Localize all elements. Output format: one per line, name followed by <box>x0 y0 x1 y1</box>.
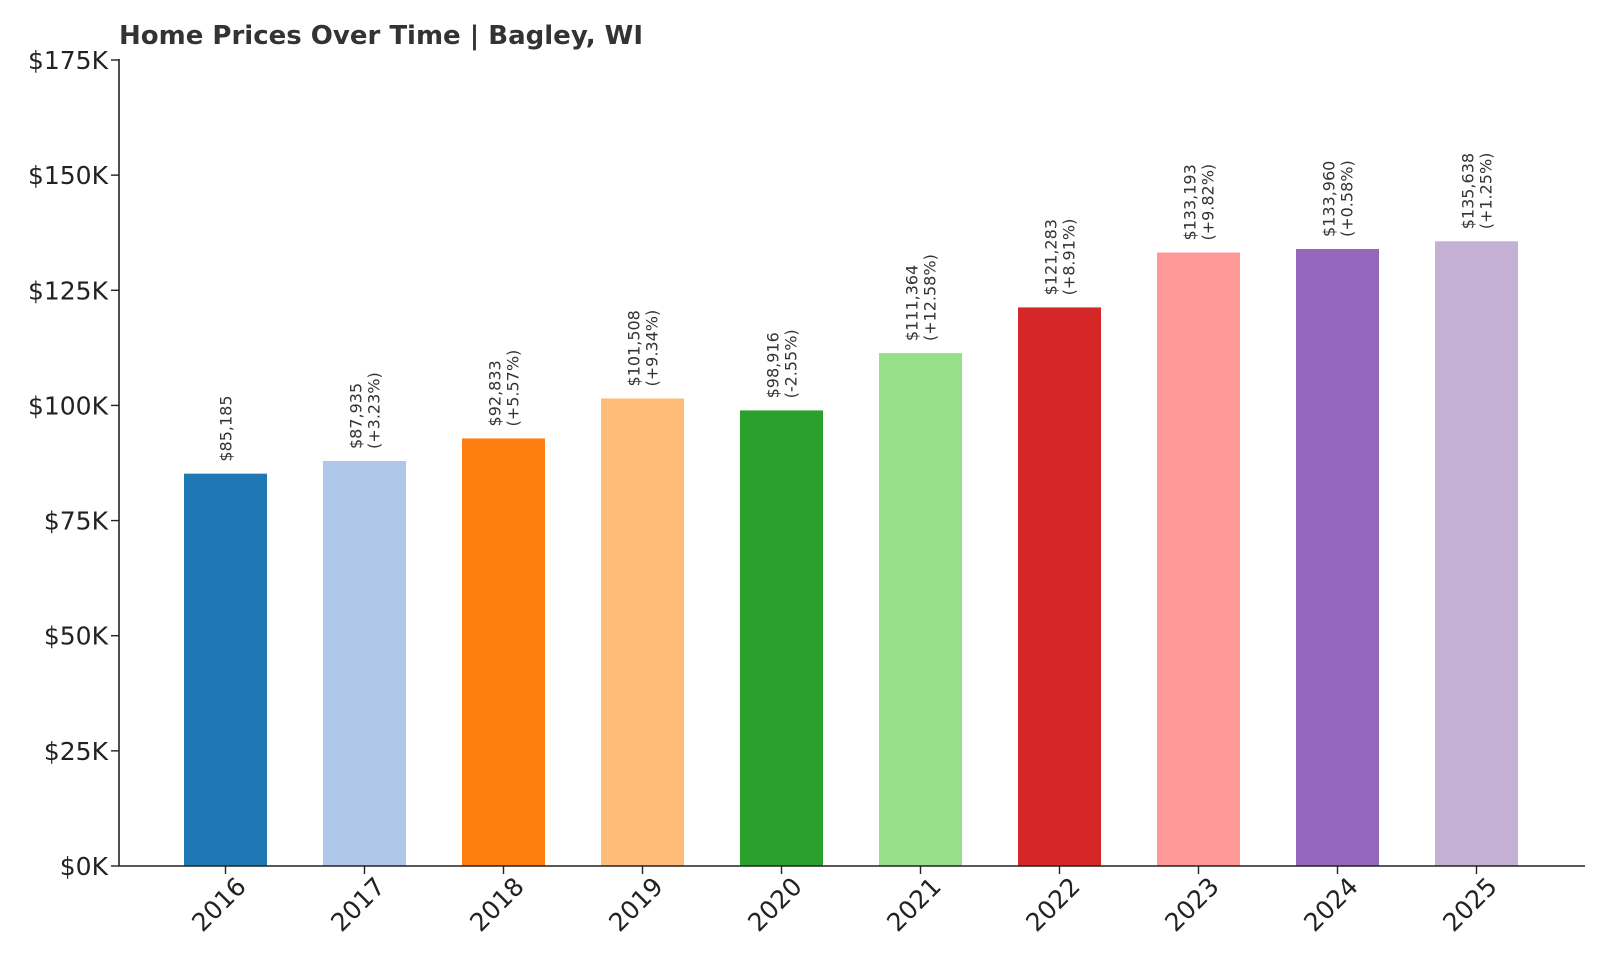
data-label-change: (+0.58%) <box>1338 160 1357 237</box>
data-label-value: $133,193 <box>1181 164 1200 240</box>
x-tick-label: 2020 <box>742 872 807 937</box>
y-tick-label: $175K <box>28 46 109 75</box>
x-tick-label: 2022 <box>1020 872 1085 937</box>
bar-2024 <box>1296 249 1379 867</box>
data-label-value: $87,935 <box>347 383 366 449</box>
x-tick-label: 2023 <box>1159 872 1224 937</box>
x-tick-label: 2017 <box>325 872 390 937</box>
bar-2022 <box>1018 307 1101 866</box>
x-tick-label: 2016 <box>186 872 251 937</box>
chart-title: Home Prices Over Time | Bagley, WI <box>119 21 643 51</box>
bar-2020 <box>740 410 823 866</box>
bar-2025 <box>1435 241 1518 866</box>
x-tick-label: 2018 <box>464 872 529 937</box>
y-tick-label: $50K <box>44 622 109 651</box>
data-label-change: (+5.57%) <box>504 350 523 427</box>
data-label-value: $92,833 <box>486 360 505 426</box>
data-label-change: (+12.58%) <box>921 254 940 341</box>
data-label-value: $98,916 <box>764 332 783 398</box>
x-axis: 2016 2017 2018 2019 2020 2021 2022 2023 2024 2025 <box>119 865 1585 937</box>
data-label-change: (-2.55%) <box>782 329 801 398</box>
data-labels: $85,185 $87,935 (+3.23%) $92,833 (+5.57%) $10… <box>217 153 1496 462</box>
y-tick-label: $25K <box>44 737 109 766</box>
data-label-value: $135,638 <box>1459 153 1478 229</box>
bar-2021 <box>879 353 962 866</box>
bars <box>184 241 1518 867</box>
data-label-value: $133,960 <box>1320 161 1339 237</box>
x-tick-label: 2024 <box>1298 872 1363 937</box>
bar-2016 <box>184 473 267 866</box>
data-label-change: (+3.23%) <box>365 372 384 449</box>
data-label-value: $111,364 <box>903 265 922 341</box>
bar-2018 <box>462 438 545 866</box>
x-tick-label: 2021 <box>881 872 946 937</box>
y-tick-label: $100K <box>28 391 109 420</box>
data-label-change: (+9.82%) <box>1199 164 1218 241</box>
x-tick-label: 2019 <box>603 872 668 937</box>
x-tick-label: 2025 <box>1437 872 1502 937</box>
data-label-value: $121,283 <box>1042 219 1061 295</box>
y-tick-label: $0K <box>60 852 109 881</box>
bar-2019 <box>601 398 684 866</box>
bar-2017 <box>323 460 406 866</box>
data-label-change: (+8.91%) <box>1060 219 1079 296</box>
y-tick-label: $150K <box>28 161 109 190</box>
y-tick-label: $125K <box>28 276 109 305</box>
data-label-change: (+1.25%) <box>1477 153 1496 230</box>
data-label-value: $85,185 <box>217 395 236 461</box>
data-label-value: $101,508 <box>625 310 644 386</box>
bar-2023 <box>1157 252 1240 867</box>
y-tick-label: $75K <box>44 507 109 536</box>
y-axis: $0K $25K $50K $75K $100K $125K $150K $175K <box>28 46 120 881</box>
data-label-change: (+9.34%) <box>643 310 662 387</box>
